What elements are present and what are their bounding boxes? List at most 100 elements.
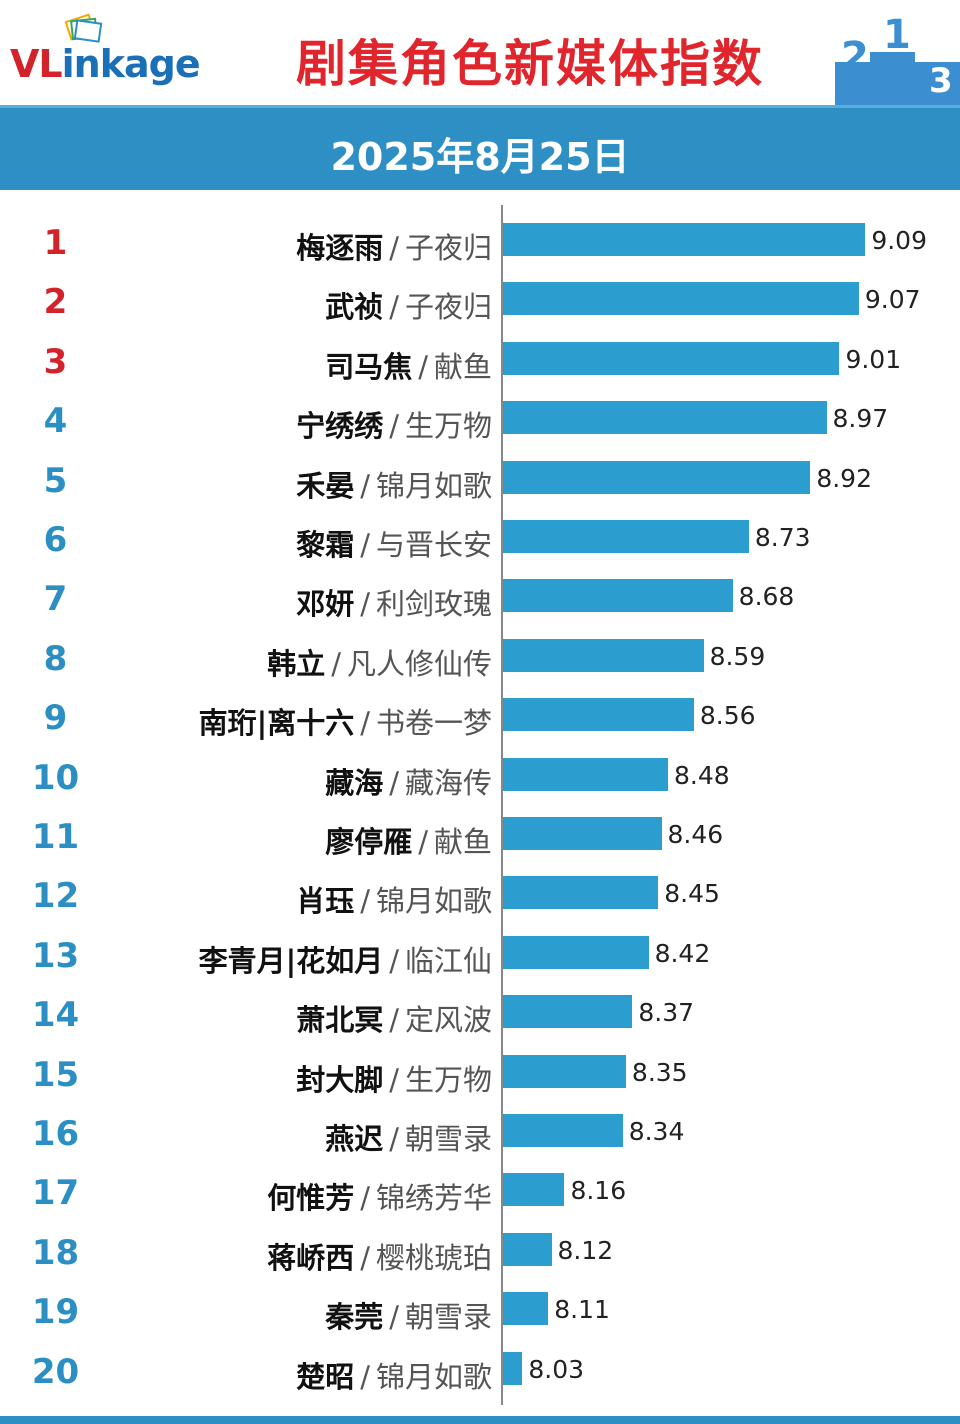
- value-label: 8.68: [738, 582, 795, 612]
- row-label: 李青月|花如月 / 临江仙: [199, 938, 492, 980]
- value-bar: [503, 282, 859, 316]
- rank-number: 1: [43, 223, 68, 263]
- row-label: 宁绣绣 / 生万物: [296, 403, 492, 445]
- podium-digit-1: 1: [883, 12, 911, 58]
- rank-number: 8: [43, 638, 68, 679]
- value-bar: [503, 1054, 626, 1088]
- date-banner: 2025年8月25日: [0, 105, 960, 190]
- character-name: 武祯: [325, 290, 384, 325]
- drama-name: 樱桃琥珀: [375, 1240, 492, 1275]
- drama-name: 子夜归: [404, 290, 492, 325]
- podium-icon: 2 1 3: [835, 12, 960, 105]
- value-label: 8.45: [664, 879, 720, 909]
- row-label: 武祯 / 子夜归: [325, 284, 492, 326]
- chart-row: 15 封大脚 / 生万物 8.35: [0, 1045, 960, 1104]
- character-name: 司马焦: [325, 349, 413, 384]
- row-label: 封大脚 / 生万物: [296, 1057, 492, 1099]
- value-label: 8.11: [554, 1295, 610, 1325]
- rank-number: 13: [31, 935, 80, 976]
- row-label: 司马焦 / 献鱼: [325, 344, 492, 386]
- row-label: 蒋峤西 / 樱桃琥珀: [267, 1235, 492, 1277]
- value-label: 8.16: [570, 1176, 627, 1206]
- character-name: 梅逐雨: [296, 231, 384, 265]
- chart-row: 5 禾晏 / 锦月如歌 8.92: [0, 451, 960, 510]
- value-bar: [503, 995, 633, 1029]
- character-name: 秦莞: [325, 1300, 384, 1335]
- label-separator: /: [360, 528, 370, 562]
- drama-name: 定风波: [404, 1003, 492, 1038]
- chart-row: 1 梅逐雨 / 子夜归 9.09: [0, 213, 960, 272]
- value-bar: [503, 223, 866, 256]
- value-label: 8.56: [699, 701, 756, 731]
- chart-row: 9 南珩|离十六 / 书卷一梦 8.56: [0, 688, 960, 747]
- chart-axis-line: [501, 205, 503, 1405]
- row-label: 燕迟 / 朝雪录: [325, 1116, 492, 1158]
- label-separator: /: [360, 884, 370, 919]
- value-label: 8.92: [816, 463, 872, 493]
- label-separator: /: [389, 943, 399, 978]
- rank-number: 14: [31, 995, 80, 1036]
- row-label: 韩立 / 凡人修仙传: [267, 641, 492, 683]
- drama-name: 献鱼: [433, 349, 492, 384]
- rank-number: 11: [31, 817, 80, 857]
- value-bar: [503, 638, 704, 672]
- value-bar: [503, 757, 668, 791]
- value-bar: [503, 341, 840, 375]
- rank-number: 3: [43, 341, 68, 382]
- row-label: 南珩|离十六 / 书卷一梦: [199, 700, 492, 742]
- label-separator: /: [360, 1181, 370, 1216]
- label-separator: /: [389, 1062, 399, 1097]
- drama-name: 生万物: [404, 1062, 492, 1097]
- logo-cards-icon: [64, 13, 103, 43]
- logo-text-part1: VL: [10, 42, 63, 86]
- label-separator: /: [360, 706, 370, 741]
- page-title: 剧集角色新媒体指数: [296, 35, 764, 93]
- rank-number: 18: [31, 1232, 80, 1273]
- row-label: 禾晏 / 锦月如歌: [296, 463, 492, 505]
- character-name: 李青月|花如月: [198, 943, 384, 978]
- drama-name: 藏海传: [404, 765, 492, 800]
- value-bar: [503, 1114, 623, 1147]
- character-name: 黎霜: [296, 528, 355, 562]
- value-label: 8.97: [832, 404, 889, 434]
- value-bar: [503, 1173, 565, 1207]
- value-label: 8.03: [528, 1354, 585, 1384]
- bottom-border: [0, 1416, 960, 1424]
- row-label: 黎霜 / 与晋长安: [296, 522, 492, 564]
- row-label: 萧北冥 / 定风波: [296, 997, 492, 1039]
- value-label: 8.37: [638, 998, 695, 1028]
- value-bar: [503, 1292, 549, 1326]
- chart-row: 18 蒋峤西 / 樱桃琥珀 8.12: [0, 1223, 960, 1282]
- chart-row: 10 藏海 / 藏海传 8.48: [0, 748, 960, 807]
- character-name: 韩立: [267, 646, 326, 681]
- drama-name: 利剑玫瑰: [375, 587, 492, 622]
- rank-number: 10: [31, 757, 80, 798]
- logo-text: VLinkage: [10, 42, 201, 86]
- chart-row: 8 韩立 / 凡人修仙传 8.59: [0, 629, 960, 688]
- character-name: 萧北冥: [296, 1003, 384, 1038]
- rank-number: 19: [31, 1292, 80, 1333]
- rank-number: 9: [43, 698, 68, 739]
- value-bar: [503, 1351, 523, 1385]
- drama-name: 朝雪录: [404, 1122, 492, 1156]
- row-label: 邓妍 / 利剑玫瑰: [296, 581, 492, 623]
- drama-name: 凡人修仙传: [346, 646, 492, 681]
- label-separator: /: [389, 290, 399, 325]
- podium-digit-3: 3: [929, 61, 953, 101]
- character-name: 南珩|离十六: [198, 706, 355, 741]
- value-bar: [503, 460, 811, 494]
- label-separator: /: [389, 1300, 399, 1335]
- value-label: 8.34: [628, 1117, 685, 1146]
- rank-number: 20: [31, 1351, 80, 1392]
- value-bar: [503, 935, 649, 969]
- drama-name: 锦月如歌: [375, 468, 492, 503]
- label-separator: /: [360, 587, 370, 622]
- chart-row: 3 司马焦 / 献鱼 9.01: [0, 332, 960, 391]
- label-separator: /: [418, 825, 428, 859]
- label-separator: /: [389, 765, 399, 800]
- podium-digit-2: 2: [841, 34, 869, 80]
- label-separator: /: [389, 1003, 399, 1038]
- value-label: 8.46: [667, 820, 724, 849]
- chart-row: 13 李青月|花如月 / 临江仙 8.42: [0, 926, 960, 985]
- rank-number: 5: [43, 460, 68, 501]
